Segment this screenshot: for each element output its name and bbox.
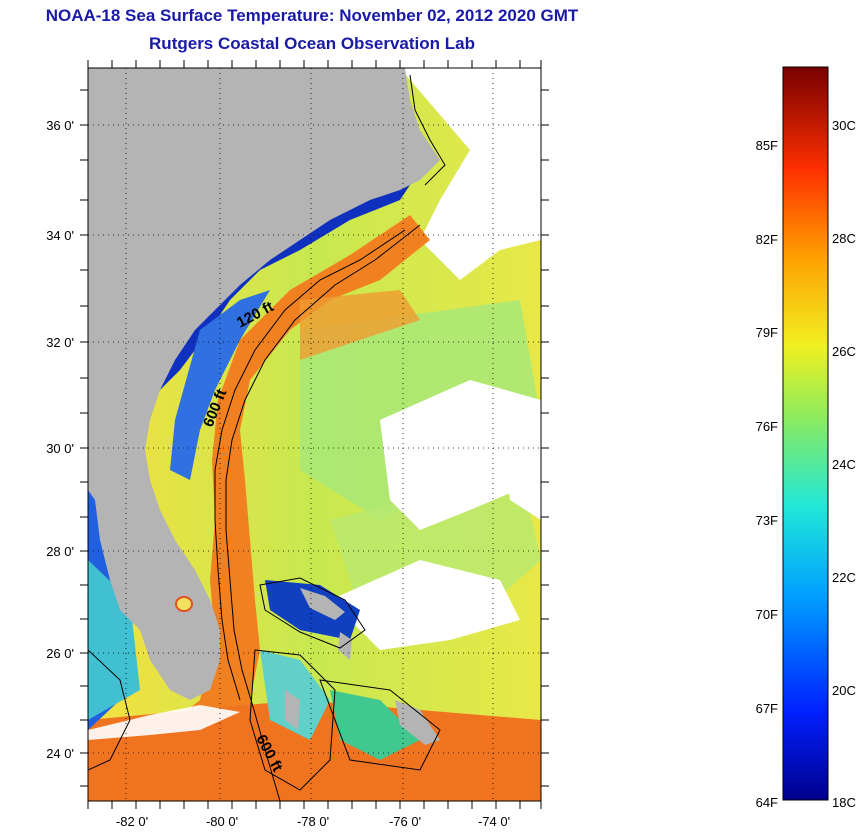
colorbar-label-22C: 22C	[832, 570, 856, 585]
cloud-area	[330, 560, 520, 650]
temperature-colorbar	[782, 66, 829, 801]
lon-label-76: -76 0'	[389, 814, 421, 829]
bahamas-island	[395, 700, 440, 745]
lat-label-34: 34 0'	[46, 228, 74, 243]
contour-gulf	[88, 649, 131, 771]
colorbar-label-73F: 73F	[756, 513, 778, 528]
frame-ticks	[80, 60, 549, 809]
colorbar-label-20C: 20C	[832, 683, 856, 698]
contour-bahamas	[319, 679, 441, 771]
lat-label-26: 26 0'	[46, 646, 74, 661]
bahamas-island	[285, 690, 300, 730]
contour-bahamas	[259, 577, 366, 649]
contour-600ft	[225, 224, 421, 801]
colorbar-label-85F: 85F	[756, 138, 778, 153]
lon-label-78: -78 0'	[297, 814, 329, 829]
lon-label-80: -80 0'	[206, 814, 238, 829]
cloud-area	[500, 410, 541, 520]
colorbar-label-70F: 70F	[756, 607, 778, 622]
lake-okeechobee	[175, 596, 193, 612]
land-mass	[88, 68, 440, 700]
colorbar-label-30C: 30C	[832, 118, 856, 133]
lat-label-36: 36 0'	[46, 118, 74, 133]
lat-label-30: 30 0'	[46, 441, 74, 456]
graticule	[88, 68, 541, 801]
map-title: NOAA-18 Sea Surface Temperature: Novembe…	[45, 6, 579, 25]
colorbar-label-18C: 18C	[832, 795, 856, 810]
map-subtitle: Rutgers Coastal Ocean Observation Lab	[149, 34, 475, 53]
cloud-area	[400, 68, 541, 280]
colorbar-label-64F: 64F	[756, 795, 778, 810]
colorbar-label-79F: 79F	[756, 325, 778, 340]
lon-label-74: -74 0'	[478, 814, 510, 829]
colorbar-label-28C: 28C	[832, 231, 856, 246]
lat-label-24: 24 0'	[46, 746, 74, 761]
bahamas-shallow-water	[330, 690, 420, 760]
lon-label-82: -82 0'	[116, 814, 148, 829]
bahamas-island	[300, 588, 345, 620]
colorbar-label-76F: 76F	[756, 419, 778, 434]
cold-shelf-water	[140, 170, 420, 400]
warm-eddy	[300, 290, 420, 360]
colorbar-label-26C: 26C	[832, 344, 856, 359]
map-frame	[87, 67, 542, 802]
map-area	[88, 68, 541, 801]
colorbar-label-82F: 82F	[756, 232, 778, 247]
lat-label-28: 28 0'	[46, 544, 74, 559]
colorbar-label-67F: 67F	[756, 701, 778, 716]
cold-shelf-water	[170, 290, 270, 480]
cloud-area	[380, 380, 541, 530]
contour-north	[409, 74, 446, 186]
bahamas-shallow-water	[265, 580, 360, 640]
colorbar-label-24C: 24C	[832, 457, 856, 472]
contour-bahamas	[249, 649, 336, 791]
lat-label-32: 32 0'	[46, 335, 74, 350]
bahamas-shallow-water	[260, 650, 330, 740]
contour-120ft	[214, 229, 406, 701]
cloud-area	[88, 705, 240, 740]
